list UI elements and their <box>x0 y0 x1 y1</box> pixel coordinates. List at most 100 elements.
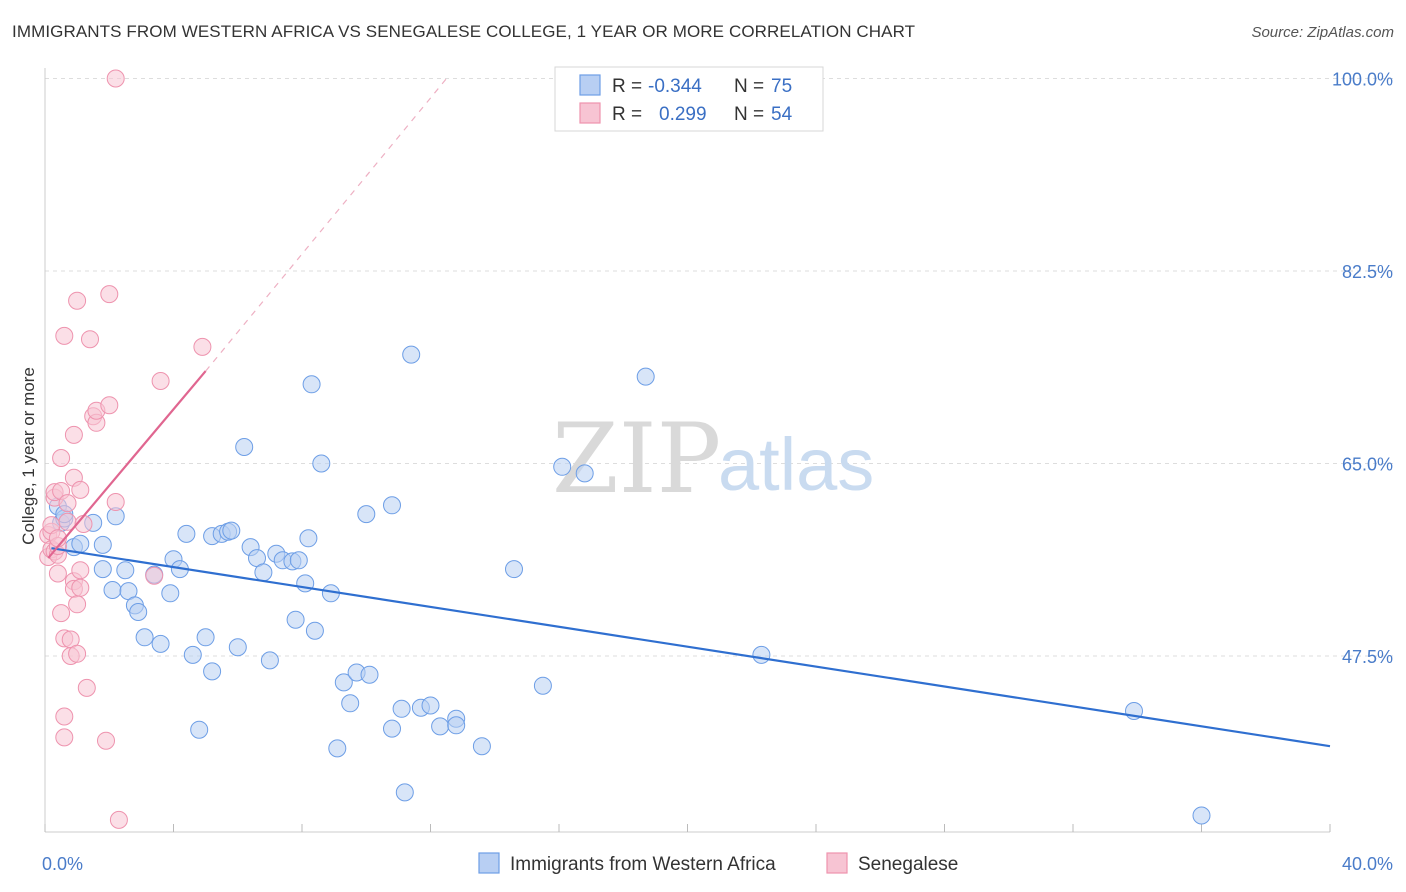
y-tick-label: 47.5% <box>1342 647 1393 667</box>
point-senegalese <box>55 707 74 726</box>
point-senegalese <box>109 810 128 829</box>
point-western-africa <box>116 561 135 580</box>
point-western-africa <box>341 694 360 713</box>
legend-label-western-africa: Immigrants from Western Africa <box>510 854 776 875</box>
point-senegalese <box>145 566 164 585</box>
trend-extension-senegalese <box>205 78 448 372</box>
point-western-africa <box>71 534 90 553</box>
data-points <box>39 69 1211 829</box>
point-senegalese <box>64 425 83 444</box>
legend-swatch-senegalese <box>579 102 601 124</box>
point-western-africa <box>305 621 324 640</box>
point-western-africa <box>533 676 552 695</box>
point-western-africa <box>636 367 655 386</box>
point-western-africa <box>289 551 308 570</box>
point-western-africa <box>190 720 209 739</box>
point-western-africa <box>203 662 222 681</box>
source-credit: Source: ZipAtlas.com <box>1251 24 1394 41</box>
point-senegalese <box>97 731 115 750</box>
point-senegalese <box>81 330 99 349</box>
x-tick-label: 0.0% <box>42 854 83 874</box>
legend-n-value: 75 <box>771 76 792 97</box>
series-legend: Immigrants from Western Africa Senegales… <box>478 852 958 875</box>
point-senegalese <box>151 372 170 390</box>
point-senegalese <box>71 480 90 499</box>
point-western-africa <box>752 645 771 664</box>
legend-swatch-western-africa <box>478 852 500 874</box>
point-senegalese <box>58 494 77 513</box>
point-western-africa <box>177 524 196 543</box>
point-senegalese <box>106 493 125 511</box>
point-western-africa <box>395 783 414 802</box>
watermark: ZIP atlas <box>552 403 874 515</box>
point-western-africa <box>383 496 401 515</box>
point-western-africa <box>472 737 491 756</box>
point-senegalese <box>68 291 87 310</box>
legend-swatch-senegalese <box>826 852 848 874</box>
point-western-africa <box>222 521 241 540</box>
point-western-africa <box>431 717 450 736</box>
legend-n-value: 54 <box>771 104 793 125</box>
point-senegalese <box>68 644 87 663</box>
trend-line-western-africa <box>51 547 1331 748</box>
point-western-africa <box>254 563 273 582</box>
legend-r-value: -0.344 <box>648 76 702 97</box>
point-senegalese <box>48 564 67 583</box>
point-western-africa <box>383 719 401 738</box>
point-senegalese <box>52 604 71 623</box>
point-western-africa <box>235 438 254 456</box>
point-western-africa <box>402 345 421 364</box>
y-tick-label: 100.0% <box>1332 70 1393 90</box>
point-western-africa <box>260 651 279 670</box>
chart-title: IMMIGRANTS FROM WESTERN AFRICA VS SENEGA… <box>12 22 916 41</box>
x-tick-labels: 0.0% 40.0% <box>42 854 1393 874</box>
point-senegalese <box>52 449 71 467</box>
axes <box>44 68 1331 833</box>
grid-lines <box>45 78 1395 657</box>
point-western-africa <box>302 375 321 394</box>
trend-line-senegalese <box>47 370 207 559</box>
point-senegalese <box>55 326 74 345</box>
point-western-africa <box>1192 806 1211 825</box>
point-western-africa <box>328 739 347 758</box>
x-tick-label: 40.0% <box>1342 854 1393 874</box>
point-western-africa <box>103 581 122 599</box>
point-western-africa <box>392 699 411 718</box>
y-tick-labels: 100.0% 82.5% 65.0% 47.5% <box>1332 70 1393 668</box>
point-western-africa <box>93 535 112 554</box>
point-western-africa <box>286 610 305 629</box>
y-tick-label: 65.0% <box>1342 455 1393 475</box>
legend-r-label: R = <box>612 76 642 97</box>
point-western-africa <box>93 560 112 579</box>
point-senegalese <box>100 285 119 304</box>
watermark-atlas: atlas <box>718 423 874 506</box>
point-western-africa <box>421 696 440 715</box>
point-western-africa <box>334 673 353 692</box>
trend-lines <box>47 78 1331 748</box>
point-senegalese <box>77 678 96 697</box>
point-senegalese <box>106 69 125 88</box>
legend-r-label: R = <box>612 104 642 125</box>
point-western-africa <box>505 560 523 579</box>
legend-label-senegalese: Senegalese <box>858 854 958 875</box>
legend-n-label: N = <box>734 104 764 125</box>
y-tick-label: 82.5% <box>1342 262 1393 282</box>
point-western-africa <box>360 665 379 684</box>
point-senegalese <box>193 337 212 356</box>
point-senegalese <box>100 396 119 415</box>
point-western-africa <box>228 638 247 657</box>
legend-swatch-western-africa <box>579 74 601 96</box>
point-senegalese <box>71 561 90 580</box>
point-western-africa <box>183 645 202 664</box>
legend-n-label: N = <box>734 76 764 97</box>
point-western-africa <box>357 505 376 524</box>
point-western-africa <box>135 628 154 647</box>
point-western-africa <box>299 529 318 548</box>
point-western-africa <box>129 603 148 621</box>
point-western-africa <box>312 454 331 473</box>
legend-r-value: 0.299 <box>659 104 707 125</box>
point-senegalese <box>71 578 90 597</box>
y-axis-label: College, 1 year or more <box>19 367 38 545</box>
point-western-africa <box>151 634 170 653</box>
